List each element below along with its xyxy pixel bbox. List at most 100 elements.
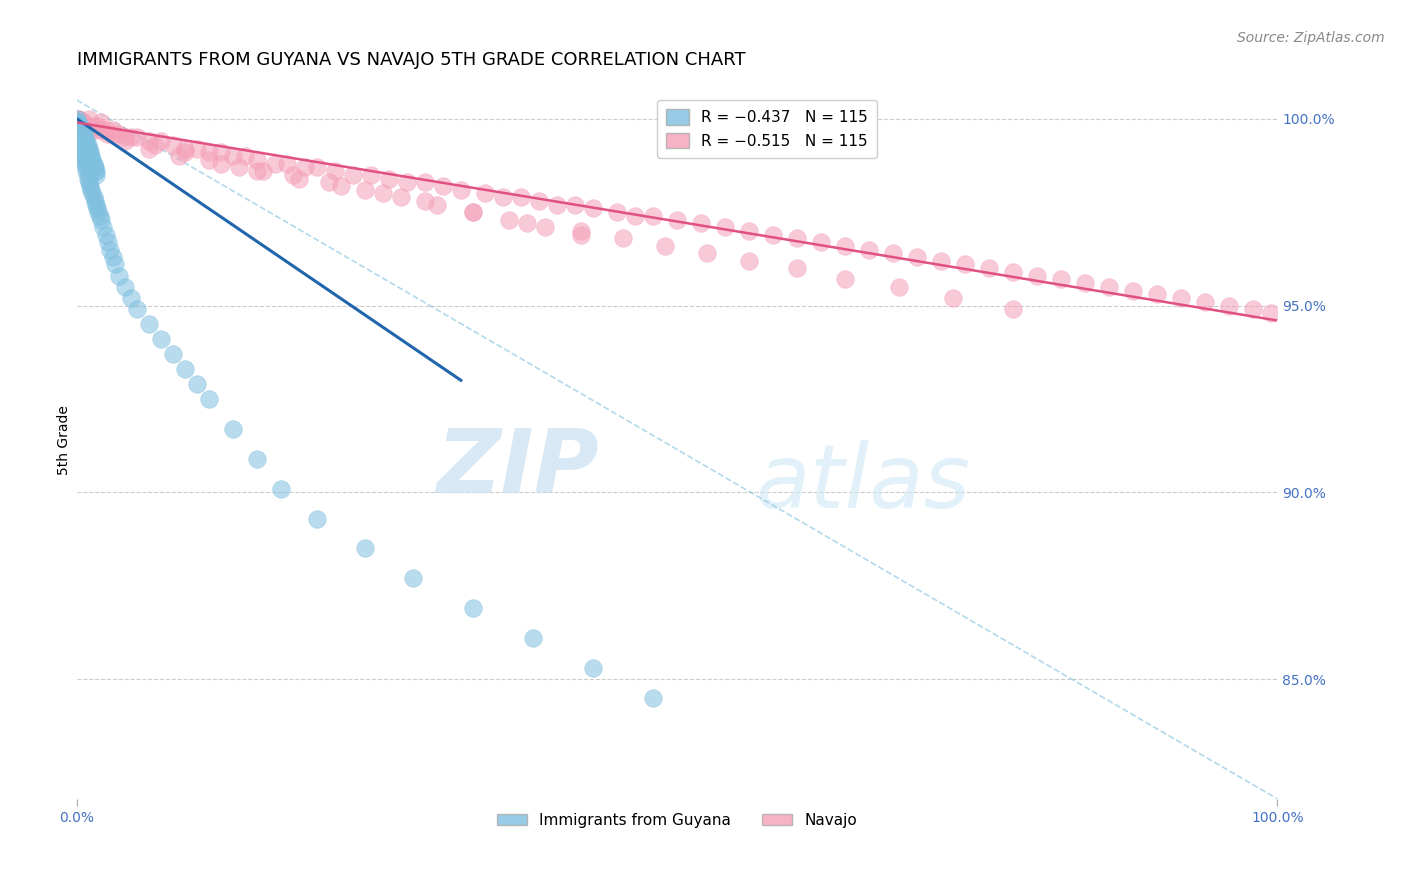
Point	[305, 511, 328, 525]
Point	[69, 123, 91, 137]
Point	[96, 123, 118, 137]
Point	[114, 130, 136, 145]
Point	[173, 145, 195, 160]
Point	[516, 216, 538, 230]
Point	[66, 119, 89, 133]
Point	[83, 156, 105, 170]
Point	[66, 137, 89, 152]
Point	[75, 119, 97, 133]
Point	[70, 142, 93, 156]
Point	[246, 164, 269, 178]
Point	[90, 123, 112, 137]
Point	[72, 130, 94, 145]
Point	[738, 224, 761, 238]
Point	[138, 142, 160, 156]
Point	[87, 119, 110, 133]
Point	[461, 601, 484, 615]
Point	[432, 178, 454, 193]
Point	[786, 231, 808, 245]
Point	[73, 134, 96, 148]
Point	[318, 175, 340, 189]
Point	[228, 161, 250, 175]
Point	[72, 145, 94, 160]
Point	[84, 168, 107, 182]
Point	[641, 690, 664, 705]
Point	[67, 130, 90, 145]
Point	[1170, 291, 1192, 305]
Point	[426, 197, 449, 211]
Point	[76, 142, 98, 156]
Point	[378, 171, 401, 186]
Point	[498, 212, 520, 227]
Point	[461, 205, 484, 219]
Point	[149, 332, 172, 346]
Point	[69, 115, 91, 129]
Point	[125, 302, 148, 317]
Point	[66, 127, 89, 141]
Point	[83, 194, 105, 208]
Point	[80, 123, 103, 137]
Point	[69, 130, 91, 145]
Point	[1026, 268, 1049, 283]
Point	[186, 142, 208, 156]
Point	[690, 216, 713, 230]
Point	[83, 161, 105, 175]
Point	[69, 137, 91, 152]
Point	[1194, 294, 1216, 309]
Point	[198, 153, 221, 167]
Point	[582, 661, 605, 675]
Point	[89, 209, 111, 223]
Point	[75, 134, 97, 148]
Point	[887, 280, 910, 294]
Point	[186, 377, 208, 392]
Point	[107, 268, 129, 283]
Point	[97, 235, 120, 249]
Point	[67, 130, 90, 145]
Point	[173, 362, 195, 376]
Point	[246, 451, 269, 466]
Point	[569, 227, 592, 242]
Point	[461, 205, 484, 219]
Point	[87, 205, 110, 219]
Point	[72, 115, 94, 129]
Point	[72, 149, 94, 163]
Point	[90, 115, 112, 129]
Point	[738, 253, 761, 268]
Point	[696, 246, 718, 260]
Point	[209, 145, 232, 160]
Point	[474, 186, 496, 201]
Point	[138, 134, 160, 148]
Point	[67, 123, 90, 137]
Point	[72, 127, 94, 141]
Point	[79, 149, 101, 163]
Point	[1122, 284, 1144, 298]
Point	[77, 175, 100, 189]
Point	[82, 156, 104, 170]
Point	[77, 119, 100, 133]
Point	[606, 205, 628, 219]
Point	[143, 137, 166, 152]
Point	[120, 130, 142, 145]
Point	[1074, 276, 1097, 290]
Point	[762, 227, 785, 242]
Point	[82, 153, 104, 167]
Point	[222, 149, 245, 163]
Point	[114, 134, 136, 148]
Point	[67, 112, 90, 126]
Point	[73, 149, 96, 163]
Point	[1260, 306, 1282, 320]
Point	[70, 134, 93, 148]
Point	[73, 127, 96, 141]
Point	[72, 123, 94, 137]
Point	[101, 127, 124, 141]
Point	[281, 168, 304, 182]
Point	[1002, 265, 1025, 279]
Point	[107, 127, 129, 141]
Point	[167, 149, 190, 163]
Point	[66, 115, 89, 129]
Point	[70, 130, 93, 145]
Point	[79, 145, 101, 160]
Point	[624, 209, 647, 223]
Point	[413, 194, 436, 208]
Point	[69, 127, 91, 141]
